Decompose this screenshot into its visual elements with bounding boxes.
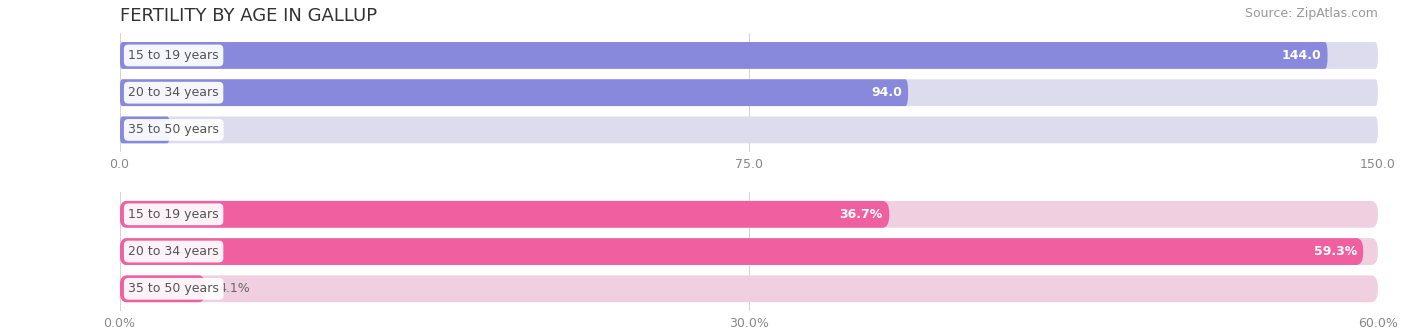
Text: 59.3%: 59.3% xyxy=(1313,245,1357,258)
FancyBboxPatch shape xyxy=(120,201,889,228)
FancyBboxPatch shape xyxy=(120,79,908,106)
Text: 36.7%: 36.7% xyxy=(839,208,883,221)
Text: 144.0: 144.0 xyxy=(1281,49,1322,62)
FancyBboxPatch shape xyxy=(120,238,1378,265)
FancyBboxPatch shape xyxy=(120,117,1378,143)
Text: 4.1%: 4.1% xyxy=(218,282,250,295)
FancyBboxPatch shape xyxy=(120,79,1378,106)
FancyBboxPatch shape xyxy=(120,275,205,302)
Text: 20 to 34 years: 20 to 34 years xyxy=(128,86,219,99)
Text: 20 to 34 years: 20 to 34 years xyxy=(128,245,219,258)
Text: 94.0: 94.0 xyxy=(870,86,901,99)
FancyBboxPatch shape xyxy=(120,201,1378,228)
FancyBboxPatch shape xyxy=(120,42,1378,69)
Text: Source: ZipAtlas.com: Source: ZipAtlas.com xyxy=(1244,7,1378,20)
Text: 6.0: 6.0 xyxy=(183,123,202,136)
FancyBboxPatch shape xyxy=(120,238,1364,265)
FancyBboxPatch shape xyxy=(120,275,1378,302)
FancyBboxPatch shape xyxy=(120,117,170,143)
Text: 15 to 19 years: 15 to 19 years xyxy=(128,208,219,221)
Text: 35 to 50 years: 35 to 50 years xyxy=(128,123,219,136)
FancyBboxPatch shape xyxy=(120,42,1327,69)
Text: 35 to 50 years: 35 to 50 years xyxy=(128,282,219,295)
Text: 15 to 19 years: 15 to 19 years xyxy=(128,49,219,62)
Text: FERTILITY BY AGE IN GALLUP: FERTILITY BY AGE IN GALLUP xyxy=(120,7,377,24)
